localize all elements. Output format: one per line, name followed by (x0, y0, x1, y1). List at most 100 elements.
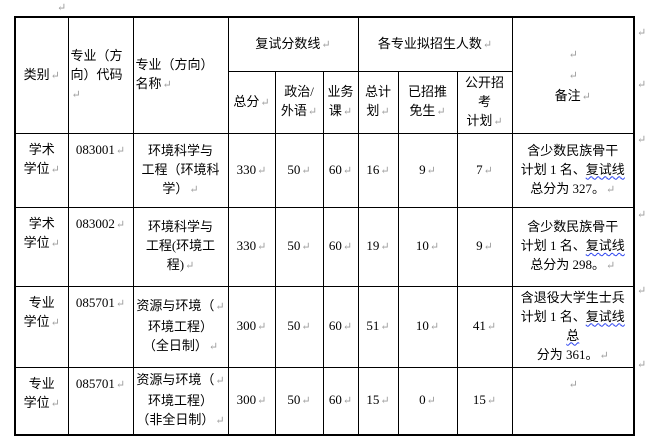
paragraph-mark (162, 79, 172, 91)
cell-plan-tuimian[interactable]: 10 (397, 285, 458, 368)
header-remark[interactable]: 备注 (511, 16, 635, 134)
cell-code[interactable]: 085701 (67, 366, 134, 436)
table-row: 专业 学位 085701 资源与环境（ 环境工程） （非全日制） 300 50 … (14, 366, 635, 436)
header-name[interactable]: 专业（方向） 名称 (132, 16, 229, 134)
cell-category[interactable]: 专业 学位 (14, 366, 69, 436)
header-plan-total-label-l2: 划 (366, 103, 380, 118)
cell-plan-total[interactable]: 16 (357, 132, 399, 208)
paragraph-mark (581, 91, 591, 103)
paragraph-mark (320, 39, 330, 51)
cell-plan-public[interactable]: 9 (456, 206, 513, 287)
paragraph-mark (342, 321, 352, 333)
cell-plan-tuimian[interactable]: 10 (397, 206, 458, 287)
paragraph-mark (342, 395, 352, 407)
cell-score-business[interactable]: 60 (322, 366, 359, 436)
header-business-label-l1: 业务 (327, 84, 354, 99)
cell-category[interactable]: 学术 学位 (14, 206, 69, 287)
admissions-table: 类别 专业（方 向）代码 专业（方向） 名称 复试分数线 各专业拟招生人数 备注… (14, 16, 635, 436)
paragraph-mark (115, 219, 125, 231)
header-business[interactable]: 业务 课 (322, 70, 359, 134)
cell-remark[interactable]: 含少数民族骨干 计划 1 名、复试线 总分为 298。 (511, 206, 635, 287)
cell-score-total[interactable]: 300 (227, 366, 276, 436)
paragraph-mark (486, 321, 496, 333)
cell-code[interactable]: 085701 (67, 285, 134, 368)
paragraph-mark (379, 106, 389, 118)
cell-code[interactable]: 083001 (67, 132, 134, 208)
cell-plan-public[interactable]: 7 (456, 132, 513, 208)
paragraph-mark (214, 415, 224, 427)
cell-name[interactable]: 环境科学与 工程(环境工 程) (132, 206, 229, 287)
header-group-scores[interactable]: 复试分数线 (227, 16, 359, 72)
cell-plan-public[interactable]: 41 (456, 285, 513, 368)
cell-score-total[interactable]: 300 (227, 285, 276, 368)
header-category[interactable]: 类别 (14, 16, 69, 134)
paragraph-mark (426, 395, 436, 407)
cell-name[interactable]: 环境科学与 工程（环境科 学） (132, 132, 229, 208)
cell-remark[interactable]: 含少数民族骨干 计划 1 名、复试线 总分为 327。 (511, 132, 635, 208)
header-politics[interactable]: 政治/ 外语 (274, 70, 324, 134)
paragraph-mark (214, 301, 224, 313)
header-row-groups: 类别 专业（方 向）代码 专业（方向） 名称 复试分数线 各专业拟招生人数 备注 (14, 16, 635, 134)
header-politics-label-l2: 外语 (280, 103, 307, 118)
header-code-label-l1: 专业（方 (70, 47, 123, 63)
paragraph-mark (184, 260, 194, 272)
paragraph-mark (568, 70, 578, 82)
cell-plan-total[interactable]: 51 (357, 285, 399, 368)
cell-code[interactable]: 083002 (67, 206, 134, 287)
paragraph-mark (57, 1, 66, 14)
paragraph-mark (50, 70, 60, 82)
header-score-total[interactable]: 总分 (227, 70, 276, 134)
cell-plan-tuimian[interactable]: 0 (397, 366, 458, 436)
cell-remark[interactable] (511, 366, 635, 436)
header-public-plan[interactable]: 公开招考 计划 (456, 70, 513, 134)
cell-score-total[interactable]: 330 (227, 132, 276, 208)
header-business-label-l2: 课 (328, 103, 342, 118)
row-end-mark (637, 133, 646, 146)
cell-plan-public[interactable]: 15 (456, 366, 513, 436)
cell-score-politics[interactable]: 50 (274, 206, 324, 287)
header-code-label-l2: 向）代码 (70, 66, 123, 82)
header-remark-label: 备注 (554, 87, 581, 103)
cell-score-politics[interactable]: 50 (274, 366, 324, 436)
cell-score-business[interactable]: 60 (322, 285, 359, 368)
cell-plan-total[interactable]: 19 (357, 206, 399, 287)
cell-score-business[interactable]: 60 (322, 206, 359, 287)
cell-remark[interactable]: 含退役大学生士兵 计划 1 名、复试线总 分为 361。 (511, 285, 635, 368)
paragraph-mark (379, 395, 389, 407)
paragraph-mark (208, 341, 218, 353)
paragraph-mark (256, 321, 266, 333)
header-group-scores-label: 复试分数线 (255, 35, 321, 51)
header-public-plan-label-l2: 计划 (466, 112, 493, 128)
header-group-enroll[interactable]: 各专业拟招生人数 (357, 16, 513, 72)
paragraph-mark (435, 106, 445, 118)
header-code[interactable]: 专业（方 向）代码 (67, 16, 134, 134)
header-plan-total[interactable]: 总计 划 (357, 70, 399, 134)
table-row: 学术 学位 083001 环境科学与 工程（环境科 学） 330 50 60 1… (14, 132, 635, 208)
paragraph-mark (50, 164, 60, 176)
row-end-mark (637, 26, 646, 39)
header-category-label: 类别 (23, 66, 50, 82)
cell-score-business[interactable]: 60 (322, 132, 359, 208)
paragraph-mark (256, 395, 266, 407)
paragraph-mark (605, 184, 615, 196)
paragraph-mark (300, 241, 310, 253)
cell-plan-total[interactable]: 15 (357, 366, 399, 436)
grammar-check-underline: 复试线总 (566, 308, 625, 343)
paragraph-mark (429, 321, 439, 333)
row-end-mark (637, 284, 646, 297)
paragraph-mark (379, 241, 389, 253)
row-end-mark (637, 358, 646, 371)
cell-score-total[interactable]: 330 (227, 206, 276, 287)
cell-score-politics[interactable]: 50 (274, 285, 324, 368)
cell-category[interactable]: 学术 学位 (14, 132, 69, 208)
cell-plan-tuimian[interactable]: 9 (397, 132, 458, 208)
cell-name[interactable]: 资源与环境（ 环境工程） （全日制） (132, 285, 229, 368)
grammar-check-underline: 复试线 (585, 238, 625, 253)
cell-name[interactable]: 资源与环境（ 环境工程） （非全日制） (132, 366, 229, 436)
cell-score-politics[interactable]: 50 (274, 132, 324, 208)
paragraph-mark (256, 165, 266, 177)
table-row: 专业 学位 085701 资源与环境（ 环境工程） （全日制） 300 50 6… (14, 285, 635, 368)
header-tuimian[interactable]: 已招推 免生 (397, 70, 458, 134)
cell-category[interactable]: 专业 学位 (14, 285, 69, 368)
paragraph-mark (342, 106, 352, 118)
